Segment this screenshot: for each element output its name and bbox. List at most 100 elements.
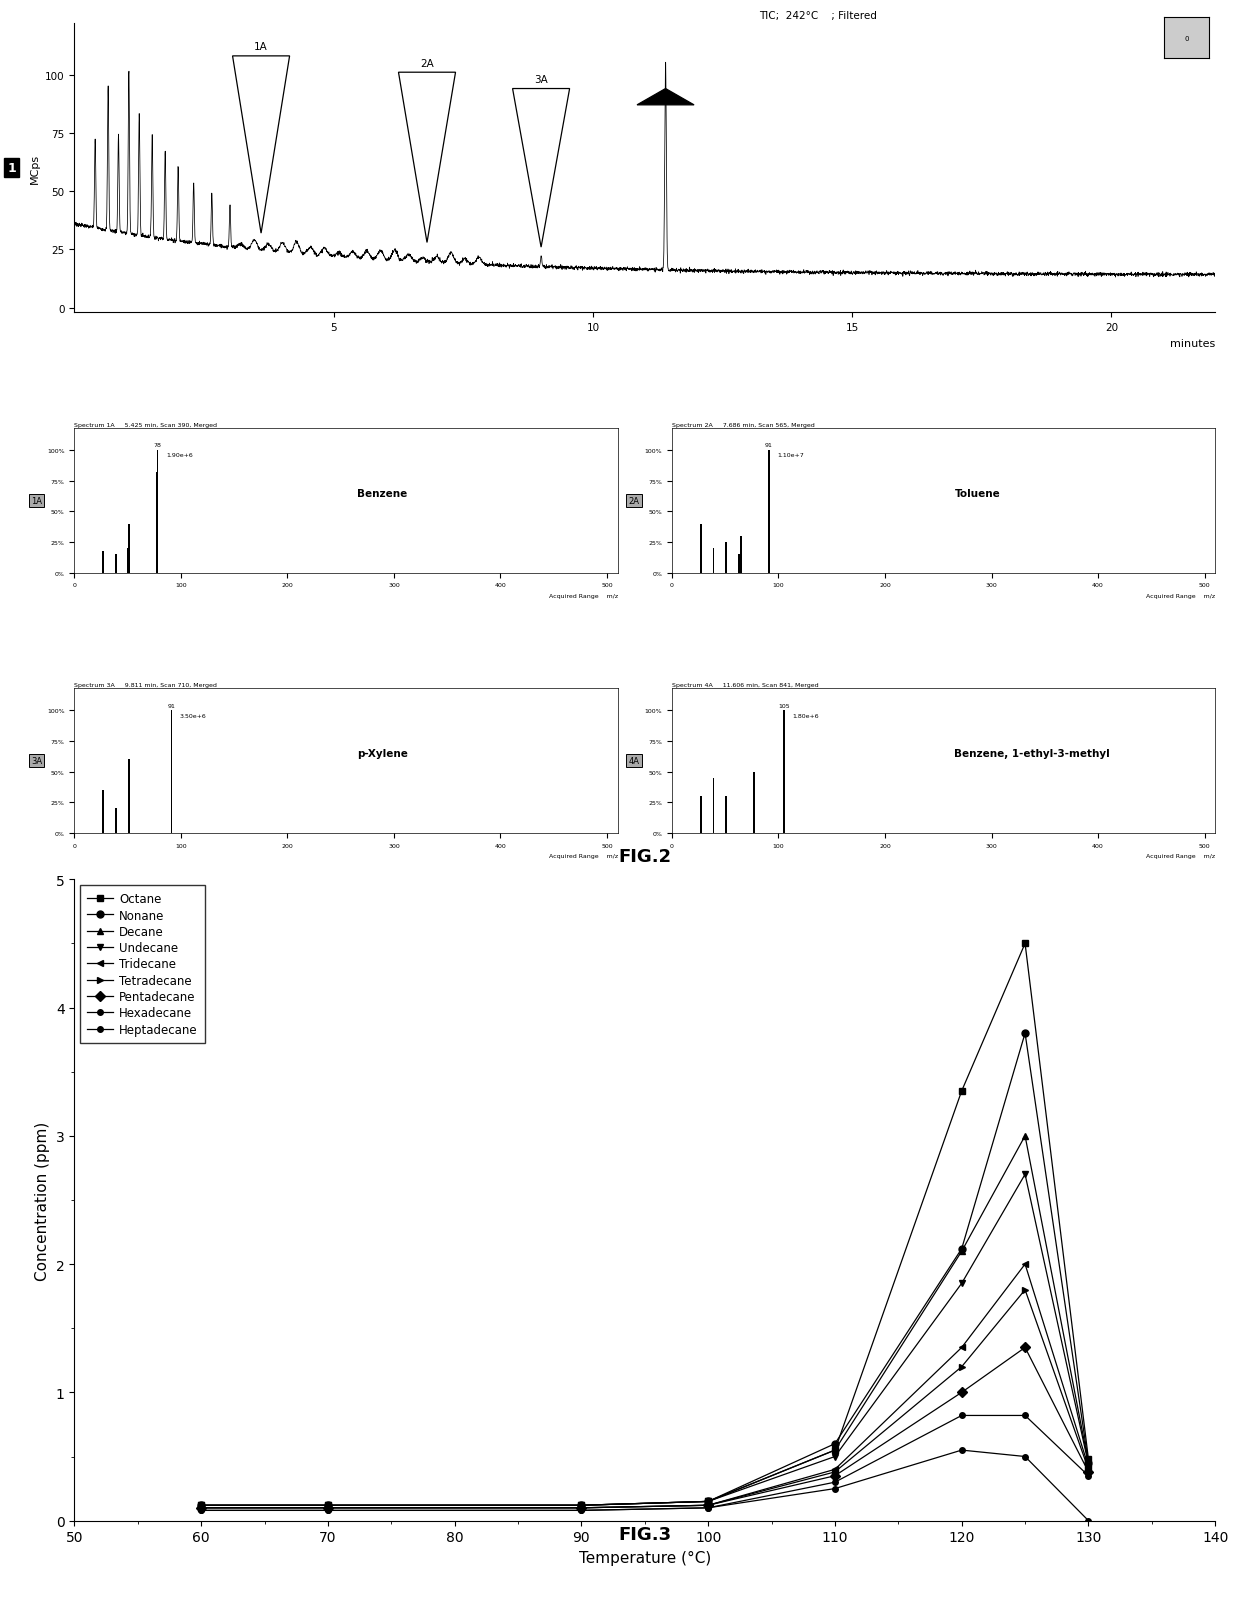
Bar <box>699 797 702 833</box>
Bar <box>103 552 104 573</box>
Tridecane <box>827 1459 842 1478</box>
Pentadecane <box>955 1383 970 1403</box>
Polygon shape <box>637 89 694 107</box>
X-axis label: minutes: minutes <box>1171 339 1215 349</box>
Text: 4A: 4A <box>658 90 672 102</box>
Tridecane <box>574 1498 589 1517</box>
Line: Hexadecane: Hexadecane <box>198 1412 1091 1514</box>
Line: Heptadecane: Heptadecane <box>198 1448 1091 1524</box>
Bar <box>713 549 714 573</box>
Text: 1.90e+6: 1.90e+6 <box>166 454 192 458</box>
Text: 3A: 3A <box>534 74 548 86</box>
Decane <box>701 1491 715 1511</box>
Heptadecane <box>1018 1446 1033 1466</box>
Decane <box>827 1441 842 1461</box>
Heptadecane <box>320 1501 335 1520</box>
Undecane <box>955 1273 970 1293</box>
Text: 2A: 2A <box>629 497 640 505</box>
Nonane <box>1018 1023 1033 1043</box>
Line: Tridecane: Tridecane <box>197 1261 1092 1511</box>
Heptadecane <box>574 1501 589 1520</box>
Text: Spectrum 4A     11.606 min, Scan 841, Merged: Spectrum 4A 11.606 min, Scan 841, Merged <box>672 683 818 688</box>
Heptadecane <box>827 1478 842 1498</box>
Text: Spectrum 1A     5.425 min, Scan 390, Merged: Spectrum 1A 5.425 min, Scan 390, Merged <box>74 423 217 428</box>
Hexadecane <box>955 1406 970 1425</box>
Octane <box>193 1496 208 1516</box>
Bar <box>725 542 727 573</box>
Hexadecane <box>574 1501 589 1520</box>
Bar <box>115 809 117 833</box>
Legend: Octane, Nonane, Decane, Undecane, Tridecane, Tetradecane, Pentadecane, Hexadecan: Octane, Nonane, Decane, Undecane, Tridec… <box>81 886 205 1043</box>
Nonane <box>574 1496 589 1516</box>
Text: 4A: 4A <box>629 757 640 765</box>
Text: Toluene: Toluene <box>955 489 1001 499</box>
Bar <box>782 712 785 833</box>
Pentadecane <box>827 1466 842 1485</box>
Tridecane <box>193 1498 208 1517</box>
Tetradecane <box>955 1357 970 1377</box>
Undecane <box>1018 1165 1033 1185</box>
Line: Undecane: Undecane <box>197 1172 1092 1509</box>
Decane <box>1018 1127 1033 1146</box>
Octane <box>827 1441 842 1461</box>
Octane <box>1081 1449 1096 1469</box>
Pentadecane <box>1018 1338 1033 1357</box>
Undecane <box>193 1496 208 1516</box>
Text: 91: 91 <box>167 704 175 709</box>
Text: Spectrum 3A     9.811 min, Scan 710, Merged: Spectrum 3A 9.811 min, Scan 710, Merged <box>74 683 217 688</box>
Bar <box>738 555 740 573</box>
Text: TIC;  242°C    ; Filtered: TIC; 242°C ; Filtered <box>759 11 877 21</box>
Decane <box>1081 1453 1096 1472</box>
Line: Tetradecane: Tetradecane <box>197 1286 1092 1511</box>
Text: 1.10e+7: 1.10e+7 <box>777 454 805 458</box>
Text: 2A: 2A <box>420 58 434 68</box>
Bar <box>699 525 702 573</box>
Text: Spectrum 2A     7.686 min, Scan 565, Merged: Spectrum 2A 7.686 min, Scan 565, Merged <box>672 423 815 428</box>
X-axis label: Acquired Range    m/z: Acquired Range m/z <box>1146 854 1215 859</box>
Y-axis label: Concentration (ppm): Concentration (ppm) <box>35 1120 51 1280</box>
Pentadecane <box>193 1498 208 1517</box>
Decane <box>955 1241 970 1261</box>
Hexadecane <box>193 1501 208 1520</box>
Pentadecane <box>574 1498 589 1517</box>
Bar <box>128 525 129 573</box>
Text: 1.80e+6: 1.80e+6 <box>792 713 818 718</box>
Text: 3.50e+6: 3.50e+6 <box>180 713 207 718</box>
Undecane <box>1081 1454 1096 1474</box>
X-axis label: Temperature (°C): Temperature (°C) <box>579 1549 711 1566</box>
Nonane <box>827 1435 842 1454</box>
X-axis label: Acquired Range    m/z: Acquired Range m/z <box>548 854 618 859</box>
Undecane <box>574 1496 589 1516</box>
Text: 1A: 1A <box>254 42 268 52</box>
Heptadecane <box>955 1441 970 1461</box>
Hexadecane <box>827 1472 842 1491</box>
Bar <box>753 771 755 833</box>
Pentadecane <box>320 1498 335 1517</box>
Text: 1A: 1A <box>31 497 42 505</box>
Octane <box>701 1491 715 1511</box>
Text: 3A: 3A <box>31 757 42 765</box>
Text: Benzene, 1-ethyl-3-methyl: Benzene, 1-ethyl-3-methyl <box>955 749 1110 759</box>
Heptadecane <box>1081 1511 1096 1530</box>
Text: 1: 1 <box>7 163 16 176</box>
Tetradecane <box>827 1462 842 1482</box>
Nonane <box>701 1491 715 1511</box>
Bar <box>713 778 714 833</box>
Octane <box>574 1496 589 1516</box>
Text: Benzene: Benzene <box>357 489 407 499</box>
Pentadecane <box>1081 1462 1096 1482</box>
Undecane <box>701 1491 715 1511</box>
Tetradecane <box>1081 1459 1096 1478</box>
Tridecane <box>1018 1254 1033 1273</box>
Bar <box>155 473 157 573</box>
Hexadecane <box>320 1501 335 1520</box>
Line: Octane: Octane <box>197 941 1092 1509</box>
Hexadecane <box>1081 1466 1096 1485</box>
Nonane <box>1081 1453 1096 1472</box>
Bar <box>740 536 742 573</box>
Text: 91: 91 <box>765 444 773 449</box>
Bar <box>103 791 104 833</box>
Decane <box>574 1496 589 1516</box>
Bar <box>126 549 129 573</box>
Line: Decane: Decane <box>197 1133 1092 1509</box>
